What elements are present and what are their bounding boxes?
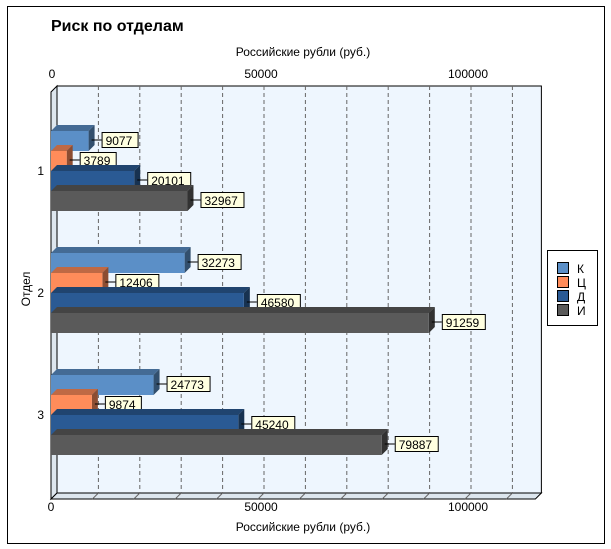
bar-top bbox=[51, 185, 194, 191]
data-label: 12406 bbox=[119, 276, 153, 290]
legend-swatch bbox=[557, 290, 569, 302]
legend-swatch bbox=[557, 262, 569, 274]
gridline-floor bbox=[257, 492, 265, 500]
bar-top bbox=[51, 287, 250, 293]
legend-label: И bbox=[577, 304, 586, 318]
data-label-box bbox=[166, 376, 211, 392]
bar-side bbox=[88, 125, 95, 151]
gridline-floor bbox=[299, 492, 306, 500]
category-label: 1 bbox=[37, 164, 44, 178]
category-label: 3 bbox=[37, 408, 44, 422]
bar-top bbox=[51, 145, 73, 151]
gridline-floor bbox=[174, 492, 182, 500]
bar-side bbox=[381, 429, 388, 455]
data-label: 24773 bbox=[171, 378, 205, 392]
data-label: 20101 bbox=[151, 174, 185, 188]
x-tick-label: 100000 bbox=[448, 500, 488, 514]
bar-side bbox=[428, 307, 435, 333]
x-tick-label-top: 100000 bbox=[448, 67, 488, 81]
bar-top bbox=[51, 429, 388, 435]
bar-top bbox=[51, 125, 95, 131]
bar bbox=[51, 313, 429, 333]
bar-top bbox=[51, 409, 245, 415]
data-label: 9874 bbox=[109, 398, 136, 412]
chart-title: Риск по отделам bbox=[51, 18, 184, 35]
bar-top bbox=[51, 267, 109, 273]
bar bbox=[51, 191, 188, 211]
data-label: 32273 bbox=[202, 256, 236, 270]
floor bbox=[49, 492, 543, 500]
gridline-floor bbox=[464, 492, 472, 500]
data-label: 91259 bbox=[446, 316, 480, 330]
gridline-floor bbox=[506, 492, 513, 500]
legend-swatch bbox=[557, 304, 569, 316]
data-label: 32967 bbox=[204, 194, 238, 208]
data-label: 79887 bbox=[399, 438, 433, 452]
y-axis-label: Отдел bbox=[19, 272, 33, 307]
gridline-floor bbox=[133, 492, 141, 500]
data-label-box bbox=[441, 314, 486, 330]
bar-side bbox=[184, 247, 191, 273]
data-label-box bbox=[101, 132, 139, 148]
bar-side bbox=[187, 185, 194, 211]
gridline-floor bbox=[216, 492, 223, 500]
data-label: 9077 bbox=[106, 134, 133, 148]
category-label: 2 bbox=[37, 286, 44, 300]
data-label-box bbox=[197, 254, 242, 270]
bar-side bbox=[66, 145, 73, 171]
bar-top bbox=[51, 165, 141, 171]
x-tick-label-top: 0 bbox=[49, 67, 56, 81]
gridline-floor bbox=[381, 492, 389, 500]
data-label: 45240 bbox=[255, 418, 289, 432]
x-axis-label: Российские рубли (руб.) bbox=[236, 520, 370, 534]
data-label: 3789 bbox=[84, 154, 111, 168]
bar-side bbox=[238, 409, 245, 435]
bar-side bbox=[153, 369, 160, 395]
gridline-floor bbox=[423, 492, 430, 500]
x-tick-label: 0 bbox=[48, 500, 55, 514]
data-label: 46580 bbox=[261, 296, 295, 310]
gridline-floor bbox=[340, 492, 348, 500]
legend-label: Ц bbox=[577, 276, 586, 290]
x-axis-label-top: Российские рубли (руб.) bbox=[236, 45, 370, 59]
bar-top bbox=[51, 389, 98, 395]
x-tick-label-top: 50000 bbox=[244, 67, 278, 81]
data-label-box bbox=[200, 192, 245, 208]
legend-label: К bbox=[577, 262, 584, 276]
bar-top bbox=[51, 247, 191, 253]
legend-label: Д bbox=[577, 290, 585, 304]
data-label-box bbox=[394, 436, 439, 452]
bar-top bbox=[51, 307, 435, 313]
legend-swatch bbox=[557, 276, 569, 288]
gridline-floor bbox=[92, 492, 99, 500]
bar-side bbox=[91, 389, 98, 415]
bar bbox=[51, 435, 382, 455]
bar-side bbox=[134, 165, 141, 191]
x-tick-label: 50000 bbox=[244, 500, 278, 514]
bar-side bbox=[102, 267, 109, 293]
bar-top bbox=[51, 369, 160, 375]
bar-side bbox=[243, 287, 250, 313]
